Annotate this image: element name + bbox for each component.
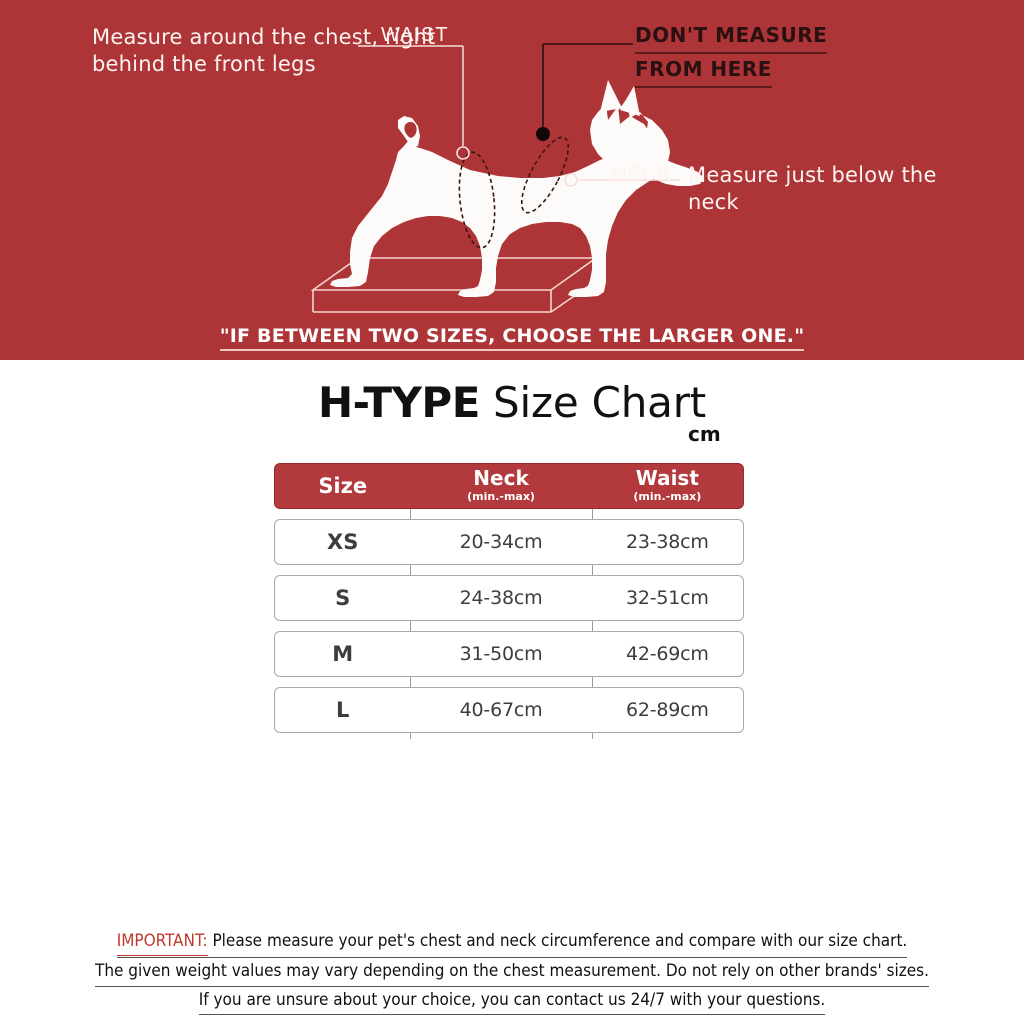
table-header-row: Size Neck (min.-max) Waist (min.-max) <box>274 463 744 509</box>
page-title-line: H-TYPE Size Chart <box>0 378 1024 427</box>
footer-line-2: The given weight values may vary dependi… <box>0 958 1024 987</box>
table-row: L 40-67cm 62-89cm <box>274 687 744 733</box>
table-header-size-label: Size <box>318 473 368 498</box>
measurement-unit-label: cm <box>688 422 721 446</box>
footer-line-3: If you are unsure about your choice, you… <box>0 987 1024 1016</box>
table-header-waist-range-note: (min.-max) <box>633 490 702 504</box>
size-chart-table: Size Neck (min.-max) Waist (min.-max) XS… <box>274 463 744 743</box>
footer-line-3-text: If you are unsure about your choice, you… <box>198 987 826 1016</box>
table-row: M 31-50cm 42-69cm <box>274 631 744 677</box>
important-label: IMPORTANT: <box>116 928 208 957</box>
table-header-cell-neck: Neck (min.-max) <box>410 464 591 508</box>
table-cell-waist: 23-38cm <box>625 531 709 553</box>
dont-measure-line-2: FROM HERE <box>635 54 772 88</box>
page-title: H-TYPE Size Chart cm <box>0 378 1024 446</box>
footer-disclaimer: IMPORTANT: Please measure your pet's che… <box>0 928 1024 1016</box>
neck-instruction-text: Measure just below the neck <box>688 163 937 214</box>
page-title-product-type: H-TYPE <box>317 378 480 427</box>
dont-measure-warning: DON'T MEASURE FROM HERE <box>635 20 865 88</box>
hero-illustration <box>310 43 704 313</box>
table-cell-waist: 32-51cm <box>625 587 709 609</box>
footer-line-1: IMPORTANT: Please measure your pet's che… <box>0 928 1024 959</box>
neck-anchor-point <box>564 173 578 187</box>
chest-instruction-text: Measure around the chest, right behind t… <box>92 25 436 76</box>
waist-measure-ellipse <box>458 151 496 249</box>
size-advice-tagline: "IF BETWEEN TWO SIZES, CHOOSE THE LARGER… <box>0 325 1024 351</box>
table-row: S 24-38cm 32-51cm <box>274 575 744 621</box>
waist-callout-label: WAIST <box>381 24 449 46</box>
neck-callout-label: NECK <box>612 163 672 185</box>
table-cell-neck: 31-50cm <box>459 643 543 665</box>
waist-anchor-point <box>456 146 470 160</box>
footer-line-2-text: The given weight values may vary dependi… <box>95 958 929 987</box>
table-header-cell-waist: Waist (min.-max) <box>592 464 743 508</box>
hero-banner: Measure around the chest, right behind t… <box>0 0 1024 360</box>
table-cell-waist: 42-69cm <box>625 643 709 665</box>
table-header-waist-label: Waist <box>635 466 699 491</box>
size-advice-tagline-text: "IF BETWEEN TWO SIZES, CHOOSE THE LARGER… <box>219 325 805 351</box>
table-row: XS 20-34cm 23-38cm <box>274 519 744 565</box>
page-title-suffix: Size Chart <box>479 378 707 427</box>
table-header-neck-range-note: (min.-max) <box>467 490 535 504</box>
footer-line-1-text: Please measure your pet's chest and neck… <box>207 931 908 951</box>
footer-line-1-wrap: IMPORTANT: Please measure your pet's che… <box>116 928 908 959</box>
table-cell-neck: 24-38cm <box>459 587 543 609</box>
table-cell-neck: 40-67cm <box>459 699 543 721</box>
table-header-neck-label: Neck <box>473 466 529 491</box>
table-cell-neck: 20-34cm <box>459 531 543 553</box>
table-cell-waist: 62-89cm <box>625 699 709 721</box>
table-cell-size: S <box>335 586 351 610</box>
table-cell-size: M <box>332 642 354 666</box>
dont-measure-leader-line <box>542 43 633 128</box>
waist-leader-line <box>358 45 464 146</box>
dont-measure-line-1: DON'T MEASURE <box>635 20 828 54</box>
neck-measure-ellipse <box>520 136 570 214</box>
dog-silhouette <box>330 80 704 297</box>
table-cell-size: L <box>336 698 350 722</box>
dont-measure-anchor-point <box>536 127 550 141</box>
table-cell-size: XS <box>327 530 359 554</box>
table-header-cell-size: Size <box>275 464 410 508</box>
